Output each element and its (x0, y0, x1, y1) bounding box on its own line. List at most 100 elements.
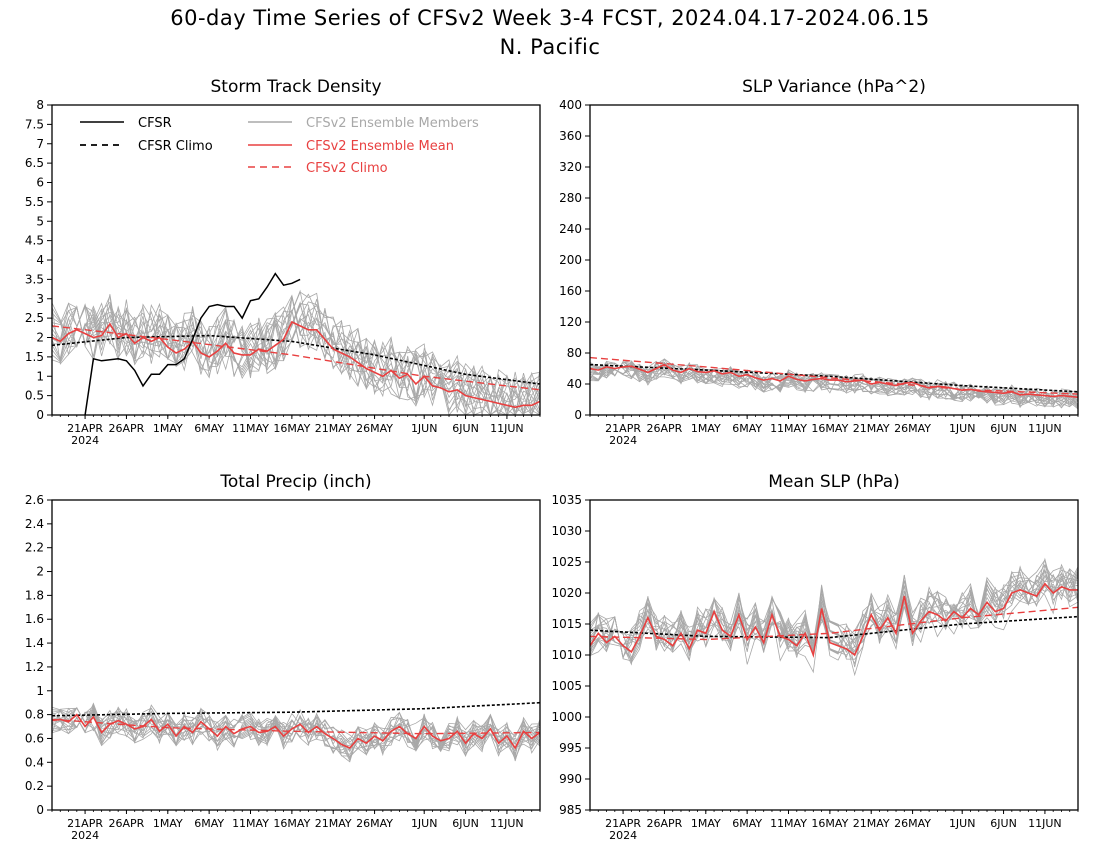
panel-4: Mean SLP (hPa) 985 990 995 1000 1005 1010 1015 1… (551, 472, 1079, 842)
x-tick-label: 1JUN (411, 817, 438, 830)
y-tick-label: 0.6 (25, 731, 44, 745)
x-tick-label: 6MAY (194, 422, 224, 435)
y-tick-label: 7.5 (25, 117, 44, 131)
x-tick-label: 21APR (67, 422, 103, 435)
y-tick-label: 2.4 (25, 517, 44, 531)
x-tick-label: 21MAY (853, 422, 890, 435)
y-tick-label: 0.5 (25, 389, 44, 403)
ensemble-member-line (590, 568, 1078, 657)
x-tick-label: 26MAY (894, 817, 931, 830)
y-tick-label: 320 (559, 160, 582, 174)
y-tick-label: 3 (36, 292, 44, 306)
y-tick-label: 4.5 (25, 234, 44, 248)
y-tick-label: 0.4 (25, 755, 44, 769)
panel-title: Storm Track Density (210, 77, 381, 97)
y-tick-label: 2.2 (25, 541, 44, 555)
x-tick-label: 11MAY (770, 817, 807, 830)
x-tick-label: 11MAY (232, 817, 269, 830)
x-tick-label: 11MAY (770, 422, 807, 435)
plot-frame (51, 499, 541, 811)
plot-area (52, 701, 540, 763)
y-tick-label: 2.6 (25, 493, 44, 507)
cfsr-climo-line (52, 334, 540, 385)
cfsv2-climo-line (590, 606, 1078, 641)
cfsv2-climo-line (590, 356, 1078, 395)
x-tick-label: 6MAY (732, 817, 762, 830)
y-tick-label: 1005 (551, 679, 582, 693)
legend-label: CFSv2 Ensemble Mean (306, 139, 454, 154)
x-tick-label: 26MAY (356, 422, 393, 435)
y-tick-label: 120 (559, 315, 582, 329)
ensemble-member-line (590, 568, 1078, 658)
y-tick-label: 360 (559, 129, 582, 143)
plot-frame (589, 104, 1079, 416)
y-tick-label: 0 (574, 408, 582, 422)
x-tick-label: 1MAY (153, 422, 183, 435)
y-tick-label: 7 (36, 137, 44, 151)
x-tick-label: 21MAY (315, 422, 352, 435)
legend-label: CFSv2 Climo (306, 161, 388, 176)
x-tick-label: 26APR (109, 817, 145, 830)
plot-frame (51, 104, 541, 416)
x-tick-label: 1MAY (691, 422, 721, 435)
ensemble-member-line (590, 363, 1078, 408)
x-year-label: 2024 (71, 829, 99, 842)
y-tick-label: 1030 (551, 524, 582, 538)
plot-frame (589, 499, 1079, 811)
cfsv2-climo-line (52, 325, 540, 391)
x-tick-label: 16MAY (273, 817, 310, 830)
y-tick-label: 1010 (551, 648, 582, 662)
cfsr-climo-line (590, 363, 1078, 393)
x-tick-label: 1JUN (949, 817, 976, 830)
y-tick-label: 5 (36, 214, 44, 228)
ensemble-member-line (590, 564, 1078, 664)
panel-2: SLP Variance (hPa^2) 0 40 80 120 160 200 240 280… (559, 77, 1079, 447)
y-tick-label: 3.5 (25, 272, 44, 286)
x-tick-label: 16MAY (811, 817, 848, 830)
x-tick-label: 21APR (605, 422, 641, 435)
x-tick-label: 21MAY (853, 817, 890, 830)
ensemble-member-line (590, 557, 1078, 657)
ensemble-member-line (590, 358, 1078, 405)
x-tick-label: 1JUN (411, 422, 438, 435)
x-tick-label: 1MAY (691, 817, 721, 830)
figure-subtitle: N. Pacific (499, 35, 601, 59)
ensemble-member-line (52, 704, 540, 759)
x-tick-label: 11JUN (490, 422, 524, 435)
x-tick-label: 26MAY (356, 817, 393, 830)
y-tick-label: 0 (36, 803, 44, 817)
x-tick-label: 11JUN (1028, 817, 1062, 830)
y-tick-label: 280 (559, 191, 582, 205)
y-tick-label: 40 (567, 377, 582, 391)
legend-label: CFSR Climo (138, 139, 213, 154)
y-tick-label: 1035 (551, 493, 582, 507)
plot-area (52, 272, 540, 415)
x-tick-label: 26APR (109, 422, 145, 435)
y-tick-label: 240 (559, 222, 582, 236)
x-tick-label: 6JUN (990, 422, 1017, 435)
y-tick-label: 6.5 (25, 156, 44, 170)
y-tick-label: 2 (36, 565, 44, 579)
y-tick-label: 200 (559, 253, 582, 267)
y-tick-label: 1.5 (25, 350, 44, 364)
y-tick-label: 2.5 (25, 311, 44, 325)
y-tick-label: 990 (559, 772, 582, 786)
legend-label: CFSv2 Ensemble Members (306, 116, 479, 131)
y-tick-label: 995 (559, 741, 582, 755)
y-tick-label: 1020 (551, 586, 582, 600)
x-year-label: 2024 (71, 434, 99, 447)
figure-title: 60-day Time Series of CFSv2 Week 3-4 FCS… (170, 6, 930, 30)
y-tick-label: 0.2 (25, 779, 44, 793)
cfsv2-ensemble-mean-line (52, 713, 540, 750)
y-tick-label: 1000 (551, 710, 582, 724)
plot-area (590, 356, 1078, 410)
x-tick-label: 11MAY (232, 422, 269, 435)
cfsr-climo-line (590, 615, 1078, 639)
ensemble-member-line (52, 297, 540, 415)
plot-area (590, 557, 1078, 677)
y-tick-label: 0 (36, 408, 44, 422)
x-tick-label: 6MAY (194, 817, 224, 830)
ensemble-member-line (590, 576, 1078, 677)
legend: CFSR CFSR Climo CFSv2 Ensemble Members CFSv… (80, 116, 479, 176)
